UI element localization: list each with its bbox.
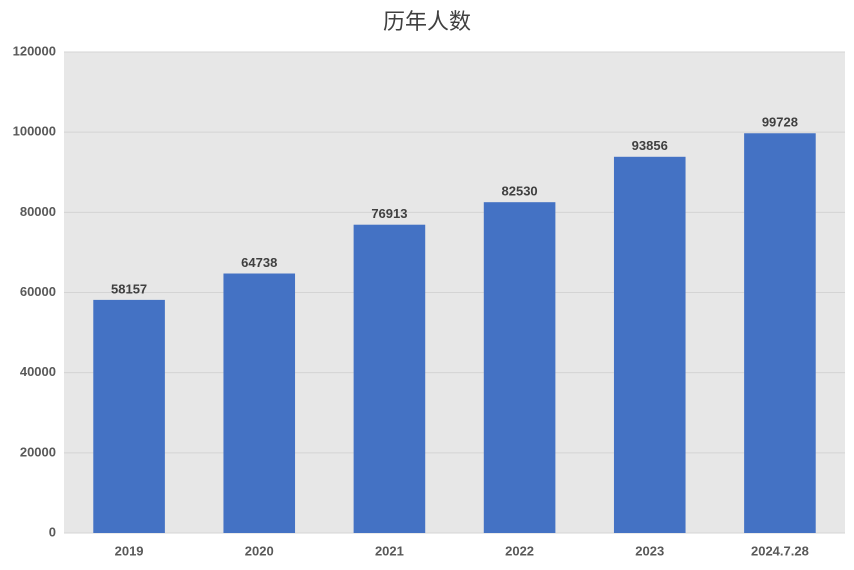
data-label: 76913: [371, 206, 407, 221]
bar: [223, 273, 296, 533]
x-tick-label: 2020: [245, 543, 274, 558]
data-label: 82530: [502, 184, 538, 199]
x-tick-label: 2021: [375, 543, 404, 558]
x-tick-label: 2024.7.28: [751, 543, 809, 558]
x-tick-label: 2019: [115, 543, 144, 558]
y-tick-label: 80000: [20, 204, 56, 219]
bar: [353, 224, 426, 533]
data-label: 64738: [241, 255, 277, 270]
x-tick-label: 2023: [635, 543, 664, 558]
bar: [613, 156, 686, 533]
bar: [744, 133, 816, 533]
x-tick-label: 2022: [505, 543, 534, 558]
data-label: 93856: [632, 138, 668, 153]
bar: [93, 299, 165, 533]
y-tick-label: 60000: [20, 284, 56, 299]
chart-title: 历年人数: [383, 9, 471, 34]
y-tick-label: 20000: [20, 444, 56, 459]
y-tick-label: 120000: [13, 43, 56, 58]
data-label: 58157: [111, 281, 147, 296]
data-label: 99728: [762, 115, 798, 130]
y-tick-label: 100000: [13, 124, 56, 139]
bar: [483, 202, 556, 533]
y-tick-label: 0: [49, 524, 56, 539]
y-tick-label: 40000: [20, 364, 56, 379]
